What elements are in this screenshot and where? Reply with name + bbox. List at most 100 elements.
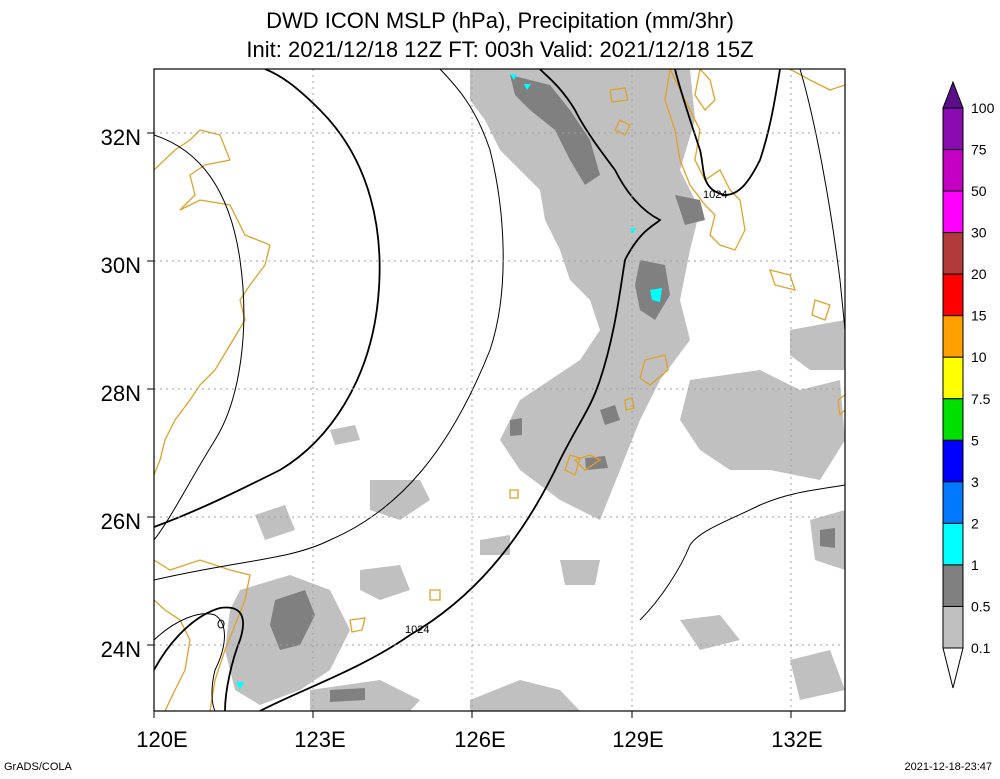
precip-heavy-5 bbox=[236, 682, 244, 690]
precip-heavy-4 bbox=[630, 228, 636, 234]
legend-color-box bbox=[942, 149, 964, 192]
precip-area-se bbox=[680, 615, 740, 650]
axis-ticks bbox=[147, 132, 792, 718]
precip-area-mid-2 bbox=[360, 565, 410, 600]
legend-color-box bbox=[942, 107, 964, 151]
precip-area-small-2 bbox=[480, 535, 510, 555]
isobar-1024-east bbox=[259, 69, 662, 711]
isobar-1024-west bbox=[154, 69, 381, 528]
precip-area-east-2 bbox=[790, 320, 845, 370]
y-tick-label: 26N bbox=[101, 509, 141, 534]
precip-core-ne bbox=[675, 195, 705, 225]
precip-area-se-2 bbox=[790, 650, 845, 700]
legend-label: 0.1 bbox=[971, 640, 991, 656]
coastline-islet-7 bbox=[837, 394, 845, 417]
legend-label: 10 bbox=[971, 349, 987, 365]
y-tick-label: 30N bbox=[101, 253, 141, 278]
coastline-japan-2 bbox=[694, 69, 716, 112]
legend-color-box bbox=[942, 605, 964, 649]
coastline-islet-4 bbox=[609, 87, 629, 103]
coastline-japan-kyushu bbox=[664, 69, 746, 251]
coastline-ryukyu-1 bbox=[639, 354, 669, 386]
isobar-west-thin bbox=[154, 134, 245, 541]
legend-color-box bbox=[942, 232, 964, 275]
isobar-east-thin bbox=[639, 484, 845, 621]
coastline-islet-2 bbox=[349, 617, 366, 633]
y-tick-label: 24N bbox=[101, 637, 141, 662]
precip-core-south bbox=[330, 688, 365, 702]
legend-bottom-triangle bbox=[942, 647, 964, 689]
x-tick-label: 123E bbox=[294, 727, 345, 752]
legend-color-box bbox=[942, 564, 964, 607]
isobar-far-east bbox=[799, 69, 845, 331]
legend-color-box bbox=[942, 398, 964, 441]
isobar-label-north: 1024 bbox=[703, 189, 727, 201]
precip-core-north bbox=[510, 75, 600, 185]
gridlines bbox=[154, 69, 845, 711]
legend-label: 3 bbox=[971, 474, 979, 490]
legend-color-box bbox=[942, 190, 964, 234]
isobar-small-ring bbox=[217, 619, 225, 629]
coastline-taiwan bbox=[154, 599, 191, 711]
chart-subtitle: Init: 2021/12/18 12Z FT: 003h Valid: 202… bbox=[246, 37, 754, 62]
legend-label: 1 bbox=[971, 557, 979, 573]
precip-area-small-3 bbox=[330, 425, 360, 445]
coastline-islet-3 bbox=[429, 589, 441, 601]
map-frame bbox=[153, 68, 846, 712]
coastline-china-2 bbox=[154, 559, 251, 711]
precip-area-south-2 bbox=[470, 680, 580, 711]
precip-core-sw bbox=[270, 590, 315, 650]
legend-top-triangle bbox=[942, 80, 964, 109]
legend-color-box bbox=[942, 522, 964, 566]
coastline-ryukyu-2 bbox=[624, 397, 635, 411]
y-tick-label: 32N bbox=[101, 125, 141, 150]
precip-area-mid-3 bbox=[560, 560, 600, 585]
coastline-ryukyu-3 bbox=[573, 454, 602, 471]
precip-area-small-1 bbox=[255, 505, 295, 540]
precip-area-north-band bbox=[470, 69, 700, 520]
legend-label: 0.5 bbox=[971, 598, 991, 614]
precip-area-east bbox=[680, 370, 845, 480]
isobar-label-south: 1024 bbox=[405, 624, 429, 636]
chart-title: DWD ICON MSLP (hPa), Precipitation (mm/3… bbox=[266, 8, 734, 33]
coastline-layer bbox=[154, 69, 845, 711]
legend-label: 2 bbox=[971, 515, 979, 531]
isobar-1024-ne bbox=[674, 69, 781, 196]
precip-heavy-2 bbox=[510, 74, 517, 80]
isobar-1020-west bbox=[154, 69, 504, 581]
x-tick-label: 129E bbox=[612, 727, 663, 752]
precip-heavy-1 bbox=[650, 288, 662, 302]
coastline-china bbox=[154, 129, 271, 476]
footer-timestamp: 2021-12-18-23:47 bbox=[904, 761, 992, 773]
legend-label: 50 bbox=[971, 183, 987, 199]
color-legend: 100 75 50 30 20 15 10 7.5 5 3 2 1 0.5 0.1 bbox=[942, 80, 995, 689]
footer-credit: GrADS/COLA bbox=[4, 761, 72, 773]
isobar-layer bbox=[154, 69, 845, 711]
coastline-islet-8 bbox=[769, 269, 796, 291]
isobar-southwest-thick bbox=[154, 606, 244, 711]
coastline-islet-1 bbox=[509, 489, 519, 499]
precip-core-east bbox=[820, 528, 835, 548]
coastline-japan-3 bbox=[789, 69, 845, 91]
x-tick-label: 132E bbox=[771, 727, 822, 752]
legend-color-box bbox=[942, 356, 964, 400]
y-tick-label: 28N bbox=[101, 381, 141, 406]
legend-label: 30 bbox=[971, 225, 987, 241]
legend-label: 20 bbox=[971, 266, 987, 282]
legend-color-box bbox=[942, 315, 964, 358]
precip-heavy-3 bbox=[524, 84, 531, 90]
legend-color-box bbox=[942, 273, 964, 317]
precip-area-mid bbox=[370, 480, 430, 520]
coastline-islet-9 bbox=[811, 299, 831, 321]
legend-label: 7.5 bbox=[971, 391, 991, 407]
y-axis-labels: 24N 26N 28N 30N 32N bbox=[101, 125, 141, 662]
coastline-islet-5 bbox=[614, 119, 631, 136]
isobar-southwest-thin bbox=[154, 613, 225, 711]
precip-core-east-2 bbox=[600, 405, 620, 425]
legend-color-box bbox=[942, 481, 964, 524]
legend-label: 100 bbox=[971, 100, 995, 116]
legend-label: 15 bbox=[971, 308, 987, 324]
coastline-islet-6 bbox=[564, 454, 581, 476]
x-axis-labels: 120E 123E 126E 129E 132E bbox=[136, 727, 822, 752]
